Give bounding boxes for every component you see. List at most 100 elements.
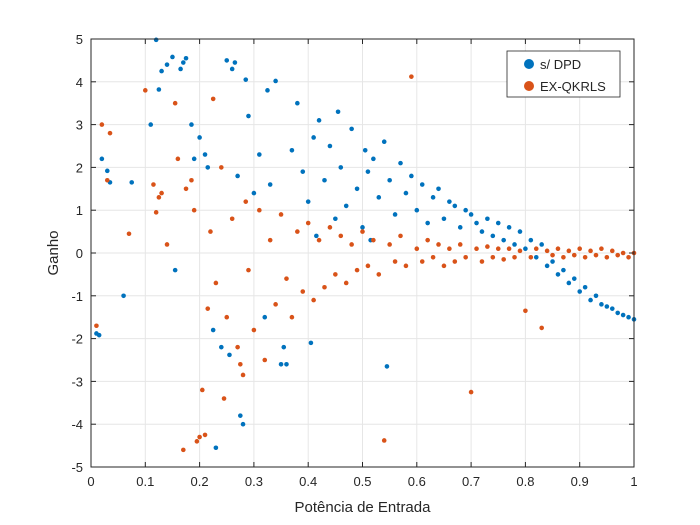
data-point [257,152,262,157]
data-point [501,257,506,262]
data-point [555,272,561,277]
data-point [172,100,178,106]
data-point [314,233,319,239]
data-point [265,88,270,93]
y-tick-label: -3 [71,374,83,389]
data-point [213,280,219,286]
data-point [599,246,604,252]
data-point [107,130,113,136]
y-axis-label: Ganho [45,230,62,275]
data-point [208,229,213,234]
data-point [463,207,468,213]
x-tick-label: 0.5 [353,474,371,489]
y-tick-label: 2 [76,160,83,175]
data-point [322,177,327,183]
data-point [561,254,566,260]
data-point [414,207,420,213]
data-point [194,439,200,444]
data-point [561,267,566,273]
data-point [384,364,390,369]
data-point [533,254,539,260]
data-point [238,361,243,367]
data-point [626,314,631,320]
data-point [436,242,441,247]
data-point [566,248,572,254]
data-point [398,233,403,239]
data-point [333,272,338,277]
x-axis-label: Potência de Entrada [295,499,432,516]
data-point [99,156,105,162]
data-point [267,237,273,243]
data-point [227,352,232,358]
data-point [148,122,154,127]
data-point [153,37,159,43]
data-point [104,168,110,174]
data-point [588,297,593,303]
data-point [305,199,311,204]
data-point [202,152,208,157]
data-point [441,263,447,269]
data-point [495,220,501,226]
data-point [582,254,588,260]
data-point [452,203,458,209]
data-point [235,344,240,350]
data-point [609,248,615,254]
data-point [419,259,425,264]
data-point [392,212,398,217]
y-tick-label: -2 [71,332,83,347]
data-point [457,225,463,230]
data-point [281,344,287,350]
data-point [571,252,577,258]
data-point [371,237,376,243]
data-point [539,325,544,331]
axes [90,38,635,468]
data-point [159,190,164,196]
y-tick-label: 1 [76,203,83,218]
data-point [284,276,289,281]
data-point [205,165,211,170]
data-point [311,135,316,140]
tick-labels: 0 0.1 0.2 0.3 0.4 0.5 0.6 0.7 0.8 0.9 1 -5 -4 -3 -2 -1 0… [71,32,637,489]
data-point [229,66,235,72]
y-tick-label: -4 [71,417,83,432]
data-point [251,327,257,333]
data-point [243,77,249,82]
data-point [620,250,626,256]
data-point [197,434,202,440]
data-point [300,289,306,294]
data-point [224,314,230,320]
data-point [221,396,227,401]
data-point [620,312,626,318]
legend-label-ex-qkrls: EX-QKRLS [540,79,606,94]
data-point [468,389,474,395]
data-point [495,246,501,252]
series-layer [94,37,637,453]
data-point [490,233,496,239]
data-point [506,225,512,230]
x-tick-label: 0.6 [408,474,426,489]
data-point [615,310,621,316]
data-point [588,248,593,254]
data-point [129,180,135,185]
data-point [447,199,452,204]
data-point [387,242,392,247]
data-point [381,438,387,443]
data-point [425,220,430,226]
data-point [474,246,479,252]
data-point [205,306,211,311]
data-point [365,169,371,174]
data-point [183,55,189,61]
legend-label-s-dpd: s/ DPD [540,57,581,72]
data-point [479,259,485,264]
data-point [360,229,365,234]
data-point [278,212,284,217]
data-point [593,293,599,299]
data-point [191,156,197,162]
data-point [533,246,539,252]
data-point [153,210,159,215]
data-point [178,66,183,72]
data-point [200,387,205,393]
data-point [300,169,306,174]
x-tick-label: 0 [87,474,94,489]
data-point [126,231,132,237]
